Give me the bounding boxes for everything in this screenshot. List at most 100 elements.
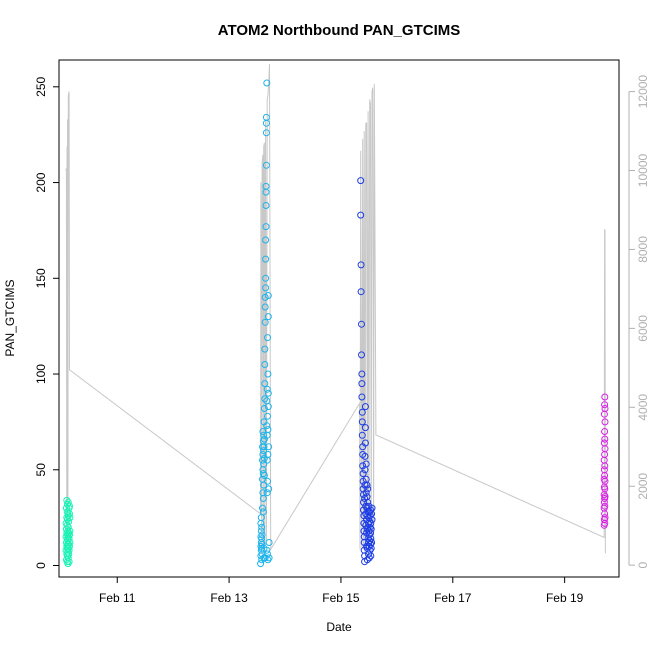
data-point [358,393,366,401]
data-point [364,485,372,493]
data-point [258,540,266,548]
data-point [357,288,365,296]
data-point [601,393,609,401]
data-point [601,477,609,485]
data-point [264,403,272,411]
data-point [357,177,365,185]
data-point [263,489,271,497]
data-point [66,510,73,518]
data-point [260,481,268,489]
data-point [262,255,270,263]
x-tick-label: Feb 11 [99,591,136,605]
data-point [260,443,268,451]
data-point [363,481,371,489]
data-point [358,408,366,416]
data-point [261,380,269,388]
data-point [263,422,271,430]
y2-tick-label: 4000 [636,394,650,421]
data-point [257,560,265,568]
data-point [265,443,273,451]
data-point [260,472,268,479]
data-point [263,546,271,554]
data-point [66,539,74,546]
y-tick-label: 150 [34,268,48,288]
data-point [260,447,268,455]
data-point [264,412,271,420]
data-point [261,318,269,326]
data-point [262,223,270,231]
data-point [262,129,270,137]
data-point [261,395,269,403]
plot-frame [58,59,620,578]
data-point [259,451,267,458]
y2-tick-label: 6000 [636,315,650,342]
data-point [65,518,73,525]
data-point [357,261,365,269]
data-point [265,485,273,493]
x-tick-label: Feb 13 [210,591,248,605]
y-tick-label: 100 [34,364,48,384]
data-point [66,514,74,522]
data-point [262,119,270,127]
data-point [368,539,376,546]
points-layer [62,79,609,568]
x-axis-label: Date [326,620,352,634]
y2-tick-label: 12000 [636,75,650,109]
data-point [365,527,373,535]
data-point [361,439,369,447]
y2-tick-label: 10000 [636,153,650,187]
x-tick-label: Feb 15 [322,591,360,605]
data-point [260,405,268,412]
data-point [359,451,367,458]
data-point [65,546,73,554]
data-point [257,527,265,535]
data-point [368,516,376,524]
data-point [358,418,366,426]
data-point [601,485,609,493]
data-point [261,361,269,368]
y-tick-label: 200 [34,172,48,192]
data-point [261,345,269,353]
altitude-line [65,63,606,554]
data-point [65,535,73,543]
data-point [368,504,376,512]
data-point [264,313,272,321]
data-point [264,477,271,485]
data-point [357,211,365,219]
y-tick-label: 50 [34,463,48,477]
y-tick-label: 0 [34,562,48,569]
data-point [358,380,366,388]
data-point [263,385,271,393]
right-y-axis: 0 2000 4000 6000 8000 10000 12000 [628,75,650,569]
data-point [260,431,268,439]
data-point [66,542,73,550]
data-point [358,351,365,359]
data-point [65,550,73,558]
data-point [364,498,372,506]
data-point [367,506,374,514]
data-point [365,554,373,562]
x-tick-label: Feb 17 [434,591,472,605]
data-point [259,504,266,512]
data-point [66,531,73,539]
data-point [64,554,72,562]
data-point [359,470,367,478]
data-point [262,182,270,190]
data-point [264,370,272,378]
data-point [358,370,366,378]
data-point [601,462,609,470]
data-point [367,552,375,560]
data-point [364,535,372,543]
data-point [63,496,71,504]
data-point [261,303,269,311]
data-point [365,550,372,558]
data-point [263,79,271,87]
data-point [66,502,73,510]
data-point [258,523,266,531]
data-point [601,401,609,409]
data-point [601,514,609,522]
data-point [358,431,366,439]
data-point [258,531,266,539]
